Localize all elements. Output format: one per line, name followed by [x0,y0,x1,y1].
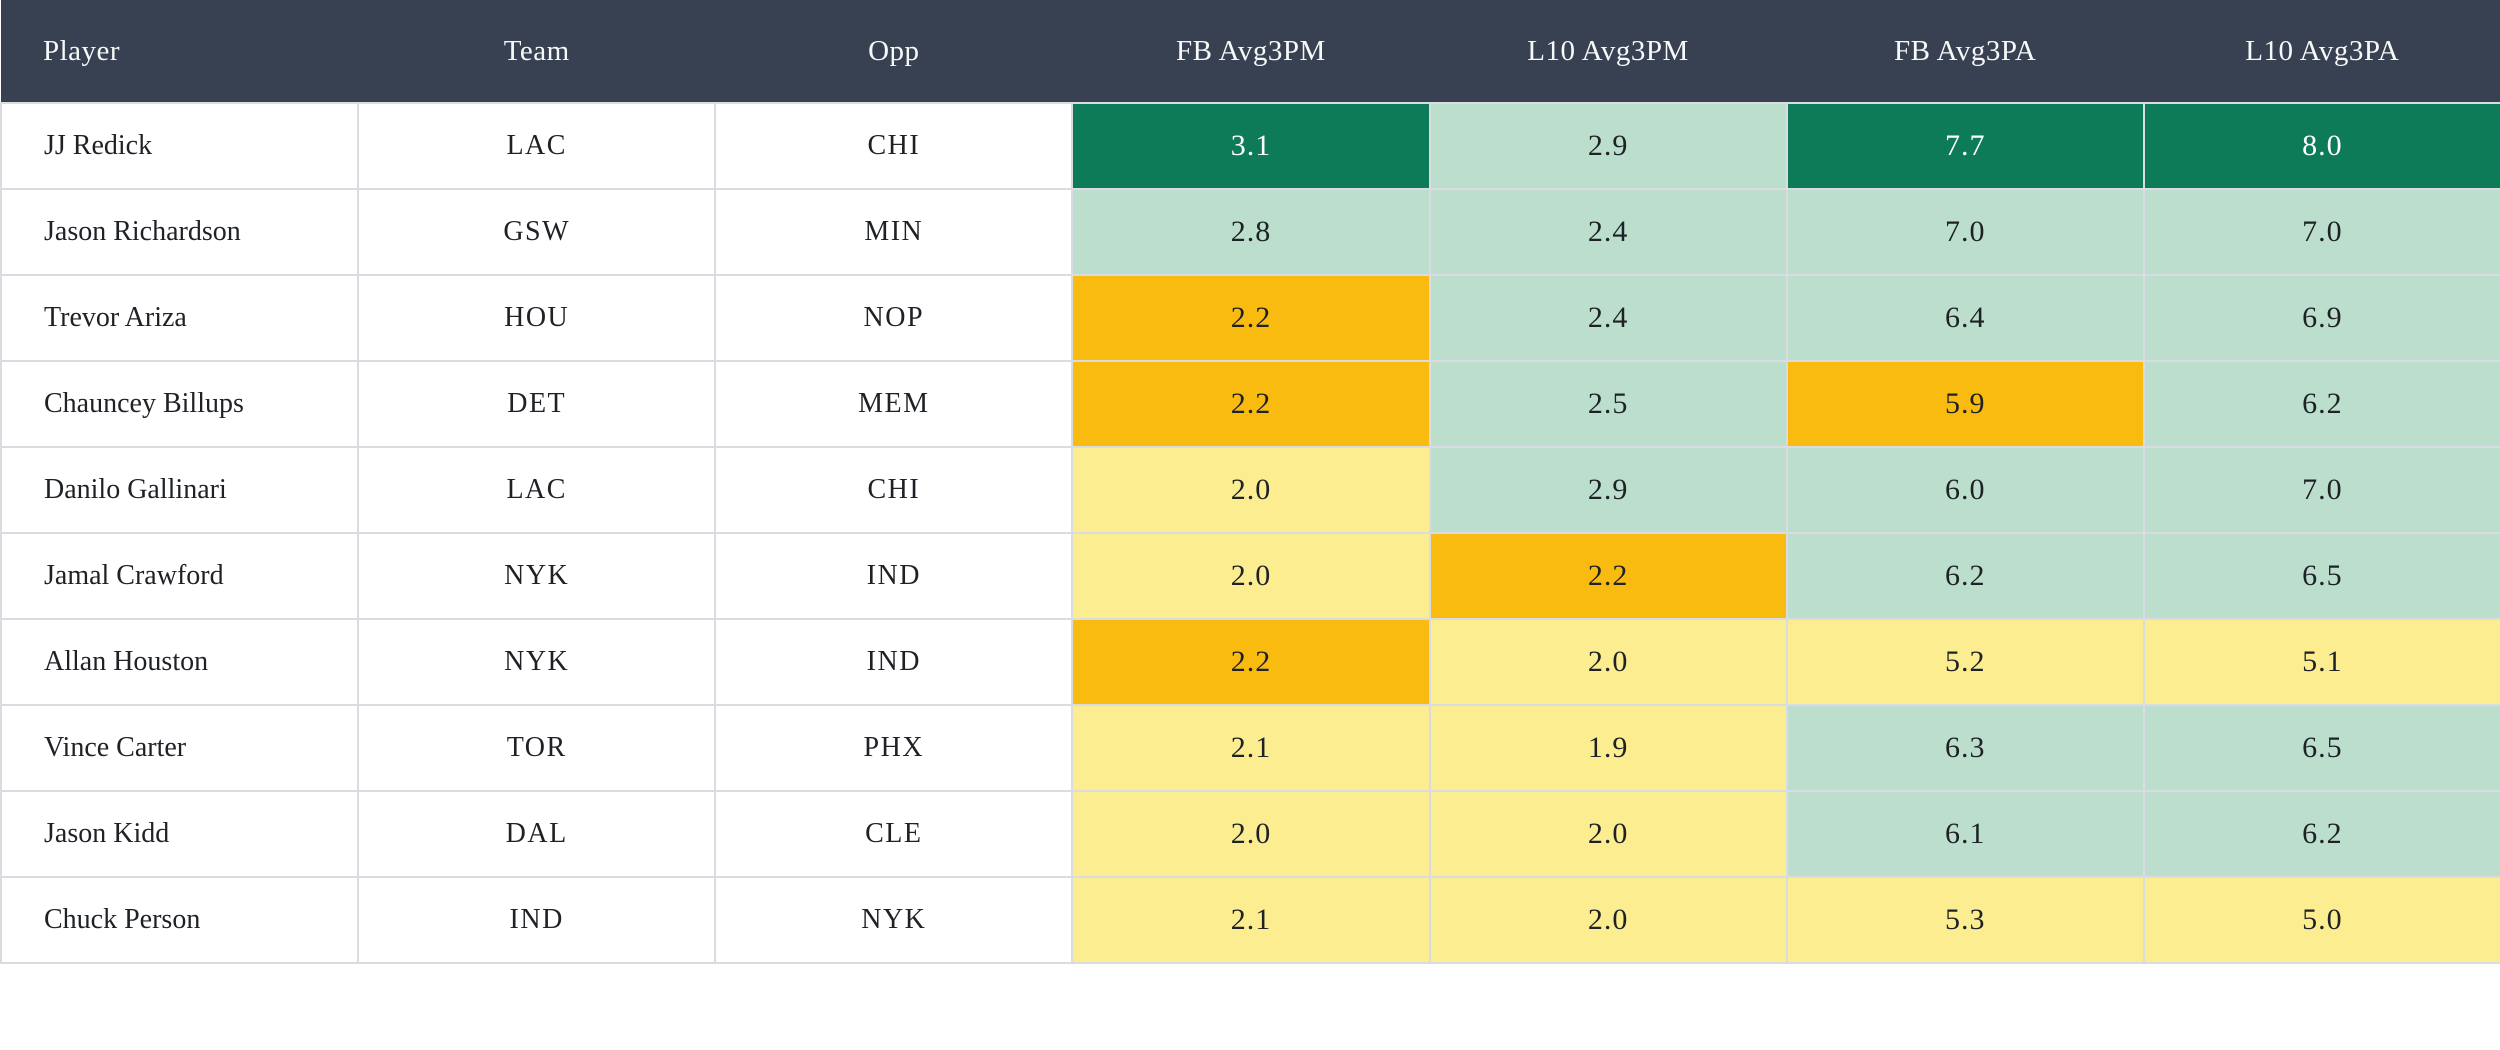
player-cell: Allan Houston [0,618,360,706]
opp-cell: NOP [714,274,1074,362]
opp-cell: NYK [714,876,1074,964]
player-cell: Danilo Gallinari [0,446,360,534]
l10-avg3pm-cell: 2.0 [1428,876,1788,964]
l10-avg3pa-cell: 6.5 [2142,704,2500,792]
fb-avg3pa-cell: 5.2 [1785,618,2145,706]
team-cell: TOR [357,704,717,792]
table-row: Allan Houston NYK IND 2.2 2.0 5.2 5.1 [0,618,2500,706]
player-cell: Vince Carter [0,704,360,792]
team-cell: IND [357,876,717,964]
fb-avg3pm-cell: 2.8 [1071,188,1431,276]
table-row: Vince Carter TOR PHX 2.1 1.9 6.3 6.5 [0,704,2500,792]
player-cell: Jason Richardson [0,188,360,276]
opp-cell: MIN [714,188,1074,276]
table-header: Player Team Opp FB Avg3PM L10 Avg3PM FB … [1,0,2500,103]
fb-avg3pm-cell: 2.1 [1071,876,1431,964]
fb-avg3pm-cell: 2.0 [1071,532,1431,620]
header-row: Player Team Opp FB Avg3PM L10 Avg3PM FB … [1,0,2500,103]
fb-avg3pa-cell: 7.7 [1785,102,2145,190]
table-row: JJ Redick LAC CHI 3.1 2.9 7.7 8.0 [0,102,2500,190]
table-row: Jamal Crawford NYK IND 2.0 2.2 6.2 6.5 [0,532,2500,620]
opp-cell: IND [714,618,1074,706]
player-cell: Jamal Crawford [0,532,360,620]
l10-avg3pa-cell: 6.2 [2142,360,2500,448]
l10-avg3pa-cell: 5.0 [2142,876,2500,964]
player-cell: Trevor Ariza [0,274,360,362]
fb-avg3pa-cell: 5.3 [1785,876,2145,964]
fb-avg3pm-cell: 2.0 [1071,446,1431,534]
fb-avg3pa-cell: 6.0 [1785,446,2145,534]
fb-avg3pm-cell: 2.1 [1071,704,1431,792]
column-header-player: Player [1,0,359,103]
table-body: JJ Redick LAC CHI 3.1 2.9 7.7 8.0 Jason Richard… [0,102,2500,964]
player-stats-table: Player Team Opp FB Avg3PM L10 Avg3PM FB … [0,0,2500,964]
team-cell: LAC [357,446,717,534]
player-cell: Chuck Person [0,876,360,964]
table-row: Chuck Person IND NYK 2.1 2.0 5.3 5.0 [0,876,2500,964]
l10-avg3pm-cell: 2.5 [1428,360,1788,448]
fb-avg3pa-cell: 6.2 [1785,532,2145,620]
team-cell: GSW [357,188,717,276]
player-cell: Jason Kidd [0,790,360,878]
team-cell: DET [357,360,717,448]
l10-avg3pa-cell: 7.0 [2142,188,2500,276]
fb-avg3pa-cell: 7.0 [1785,188,2145,276]
table-row: Danilo Gallinari LAC CHI 2.0 2.9 6.0 7.0 [0,446,2500,534]
player-cell: Chauncey Billups [0,360,360,448]
l10-avg3pm-cell: 2.4 [1428,274,1788,362]
column-header-team: Team [358,0,716,103]
team-cell: DAL [357,790,717,878]
l10-avg3pa-cell: 7.0 [2142,446,2500,534]
fb-avg3pa-cell: 5.9 [1785,360,2145,448]
fb-avg3pa-cell: 6.3 [1785,704,2145,792]
fb-avg3pm-cell: 3.1 [1071,102,1431,190]
l10-avg3pm-cell: 1.9 [1428,704,1788,792]
fb-avg3pa-cell: 6.4 [1785,274,2145,362]
table-row: Chauncey Billups DET MEM 2.2 2.5 5.9 6.2 [0,360,2500,448]
fb-avg3pm-cell: 2.2 [1071,360,1431,448]
column-header-fb-avg3pa: FB Avg3PA [1786,0,2144,103]
team-cell: LAC [357,102,717,190]
column-header-fb-avg3pm: FB Avg3PM [1072,0,1430,103]
l10-avg3pm-cell: 2.9 [1428,102,1788,190]
table-row: Trevor Ariza HOU NOP 2.2 2.4 6.4 6.9 [0,274,2500,362]
l10-avg3pm-cell: 2.0 [1428,618,1788,706]
table-row: Jason Kidd DAL CLE 2.0 2.0 6.1 6.2 [0,790,2500,878]
l10-avg3pa-cell: 6.9 [2142,274,2500,362]
opp-cell: CLE [714,790,1074,878]
column-header-opp: Opp [715,0,1073,103]
team-cell: NYK [357,532,717,620]
opp-cell: CHI [714,446,1074,534]
l10-avg3pa-cell: 8.0 [2142,102,2500,190]
team-cell: NYK [357,618,717,706]
fb-avg3pm-cell: 2.2 [1071,618,1431,706]
fb-avg3pa-cell: 6.1 [1785,790,2145,878]
fb-avg3pm-cell: 2.0 [1071,790,1431,878]
opp-cell: MEM [714,360,1074,448]
team-cell: HOU [357,274,717,362]
fb-avg3pm-cell: 2.2 [1071,274,1431,362]
l10-avg3pa-cell: 6.5 [2142,532,2500,620]
l10-avg3pa-cell: 6.2 [2142,790,2500,878]
column-header-l10-avg3pm: L10 Avg3PM [1429,0,1787,103]
column-header-l10-avg3pa: L10 Avg3PA [2143,0,2500,103]
player-cell: JJ Redick [0,102,360,190]
opp-cell: IND [714,532,1074,620]
table-row: Jason Richardson GSW MIN 2.8 2.4 7.0 7.0 [0,188,2500,276]
l10-avg3pa-cell: 5.1 [2142,618,2500,706]
l10-avg3pm-cell: 2.2 [1428,532,1788,620]
l10-avg3pm-cell: 2.0 [1428,790,1788,878]
l10-avg3pm-cell: 2.9 [1428,446,1788,534]
l10-avg3pm-cell: 2.4 [1428,188,1788,276]
opp-cell: CHI [714,102,1074,190]
opp-cell: PHX [714,704,1074,792]
